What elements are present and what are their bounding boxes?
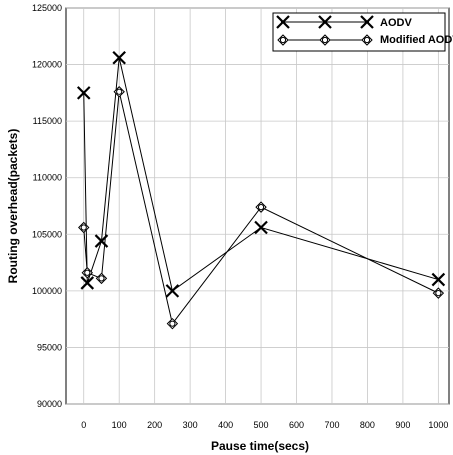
y-tick-label: 95000 [37,342,62,352]
data-point-aodv [254,220,268,235]
data-point-aodv [80,276,95,290]
marker-circle [98,275,105,282]
legend-marker-modified-aodv [361,34,373,46]
y-tick-label: 115000 [33,116,62,126]
data-point-aodv [165,284,180,298]
marker-circle [279,36,287,44]
legend-marker-aodv [276,15,290,29]
marker-circle [363,36,371,44]
y-tick-label: 125000 [32,3,62,13]
marker-stroke [165,284,180,298]
data-point-aodv [431,272,446,287]
data-point-modified-aodv [432,287,445,299]
marker-stroke [80,276,95,290]
legend-marker-aodv [360,15,374,29]
marker-stroke [76,86,91,100]
legend-marker-modified-aodv [319,34,331,46]
data-point-modified-aodv [81,267,93,279]
marker-circle [80,224,87,231]
grid [66,7,449,405]
legend-items [276,15,374,46]
y-axis-title: Routing overhead(packets) [6,129,20,284]
x-tick-label: 300 [183,420,198,430]
y-tick-label: 100000 [32,286,62,296]
marker-circle [84,269,91,276]
x-axis-ticks: 0 100 200 300 400 500 600 700 800 900 1000 [81,420,448,430]
data-point-modified-aodv [255,201,267,213]
x-tick-label: 100 [112,420,127,430]
legend-label-modified-aodv: Modified AODV [380,34,453,46]
legend-marker-aodv [318,15,332,29]
marker-circle [435,290,442,297]
x-tick-label: 800 [360,420,375,430]
legend-label-aodv: AODV [380,17,412,29]
series-layer [76,51,446,330]
legend: AODV Modified AODV [272,12,453,52]
legend-marker-modified-aodv [277,34,289,46]
marker-circle [321,36,329,44]
y-tick-label: 110000 [33,173,62,183]
x-axis-title: Pause time(secs) [211,439,309,453]
data-point-modified-aodv [95,272,108,285]
marker-stroke [318,15,332,29]
x-tick-label: 0 [81,420,86,430]
marker-stroke [360,15,374,29]
x-tick-label: 700 [324,420,339,430]
marker-circle [116,88,123,95]
marker-stroke [276,15,290,29]
x-tick-label: 600 [289,420,304,430]
x-tick-label: 1000 [428,420,448,430]
marker-stroke [94,234,109,248]
y-axis-ticks: 90000 95000 100000 105000 110000 115000 120000… [32,3,62,409]
data-point-modified-aodv [166,317,179,330]
x-tick-label: 200 [147,420,162,430]
data-point-aodv [94,234,109,248]
y-tick-label: 90000 [37,399,62,409]
marker-stroke [254,220,268,235]
legend-box [272,12,446,52]
marker-circle [169,320,176,327]
y-tick-label: 105000 [32,229,62,239]
x-tick-label: 400 [218,420,233,430]
marker-stroke [112,51,126,65]
x-tick-label: 900 [395,420,410,430]
x-tick-label: 500 [254,420,269,430]
data-point-aodv [76,86,91,100]
data-point-modified-aodv [113,86,125,98]
y-tick-label: 120000 [32,60,62,70]
data-point-modified-aodv [78,221,90,234]
marker-stroke [431,272,446,287]
data-point-aodv [112,51,126,65]
marker-circle [257,204,265,211]
